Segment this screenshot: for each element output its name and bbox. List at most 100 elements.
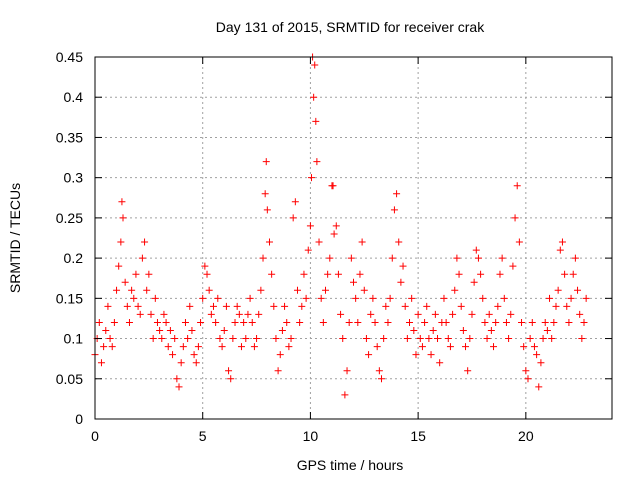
data-point <box>522 367 530 375</box>
data-point <box>283 318 291 326</box>
data-point <box>119 214 127 222</box>
data-point <box>496 270 504 278</box>
x-tick-label: 10 <box>303 428 319 444</box>
data-point <box>205 286 213 294</box>
data-point <box>561 270 569 278</box>
y-axis-label: SRMTID / TECUs <box>7 183 23 293</box>
data-point <box>526 335 534 343</box>
data-point <box>541 318 549 326</box>
data-point <box>373 343 381 351</box>
data-point <box>412 351 420 359</box>
data-point <box>451 286 459 294</box>
x-tick-label: 5 <box>199 428 207 444</box>
data-point <box>505 335 513 343</box>
data-point <box>166 327 174 335</box>
data-point <box>253 335 261 343</box>
data-point <box>132 270 140 278</box>
y-tick-label: 0.15 <box>56 290 83 306</box>
data-point <box>118 198 126 206</box>
data-point <box>125 318 133 326</box>
data-point <box>558 238 566 246</box>
data-point <box>399 262 407 270</box>
data-point <box>306 222 314 230</box>
data-point <box>507 310 515 318</box>
data-point <box>324 270 332 278</box>
data-point <box>332 222 340 230</box>
data-point <box>554 286 562 294</box>
data-point <box>326 254 334 262</box>
data-point <box>360 286 368 294</box>
data-point <box>477 270 485 278</box>
data-point <box>574 286 582 294</box>
data-point <box>556 246 564 254</box>
data-point <box>173 375 181 383</box>
data-point <box>136 310 144 318</box>
data-point <box>145 270 153 278</box>
data-point <box>427 351 435 359</box>
data-point <box>487 327 495 335</box>
data-point <box>151 294 159 302</box>
data-point <box>576 310 584 318</box>
data-point <box>382 302 390 310</box>
data-point <box>177 359 185 367</box>
data-point <box>244 310 252 318</box>
data-point <box>569 270 577 278</box>
data-point <box>459 327 467 335</box>
data-point <box>578 335 586 343</box>
data-point <box>492 318 500 326</box>
data-point <box>121 278 129 286</box>
data-point <box>539 335 547 343</box>
y-tick-label: 0.25 <box>56 210 83 226</box>
data-point <box>169 351 177 359</box>
data-point <box>442 318 450 326</box>
data-point <box>440 294 448 302</box>
data-point <box>235 310 243 318</box>
data-point <box>418 343 426 351</box>
data-point <box>233 302 241 310</box>
data-point <box>212 318 220 326</box>
data-point <box>520 343 528 351</box>
x-tick-label: 0 <box>91 428 99 444</box>
x-tick-label: 20 <box>518 428 534 444</box>
data-point <box>97 359 105 367</box>
data-point <box>158 335 166 343</box>
data-point <box>329 182 337 190</box>
data-point <box>513 182 521 190</box>
data-point <box>263 206 271 214</box>
y-tick-label: 0.3 <box>64 170 84 186</box>
data-point <box>479 294 487 302</box>
data-point <box>186 302 194 310</box>
data-point <box>548 335 556 343</box>
x-tick-label: 15 <box>410 428 426 444</box>
data-point <box>358 238 366 246</box>
data-point <box>543 327 551 335</box>
data-point <box>246 294 254 302</box>
data-point <box>134 302 142 310</box>
data-point <box>285 343 293 351</box>
data-point <box>375 367 383 375</box>
data-point <box>175 383 183 391</box>
data-point <box>444 335 452 343</box>
data-point <box>296 318 304 326</box>
data-point <box>393 190 401 198</box>
data-point <box>352 294 360 302</box>
data-point <box>388 254 396 262</box>
data-point <box>209 302 217 310</box>
data-point <box>149 335 157 343</box>
data-point <box>350 278 357 286</box>
data-point <box>302 294 310 302</box>
data-point <box>313 158 321 166</box>
data-point <box>571 254 579 262</box>
data-point <box>261 190 269 198</box>
y-tick-label: 0.1 <box>64 331 84 347</box>
data-point <box>287 335 295 343</box>
data-point <box>509 262 517 270</box>
data-point <box>270 302 278 310</box>
data-point <box>143 286 151 294</box>
data-point <box>455 270 463 278</box>
data-point <box>485 310 493 318</box>
data-point <box>434 335 442 343</box>
data-point <box>386 294 394 302</box>
data-point <box>378 375 386 383</box>
data-point <box>334 270 342 278</box>
